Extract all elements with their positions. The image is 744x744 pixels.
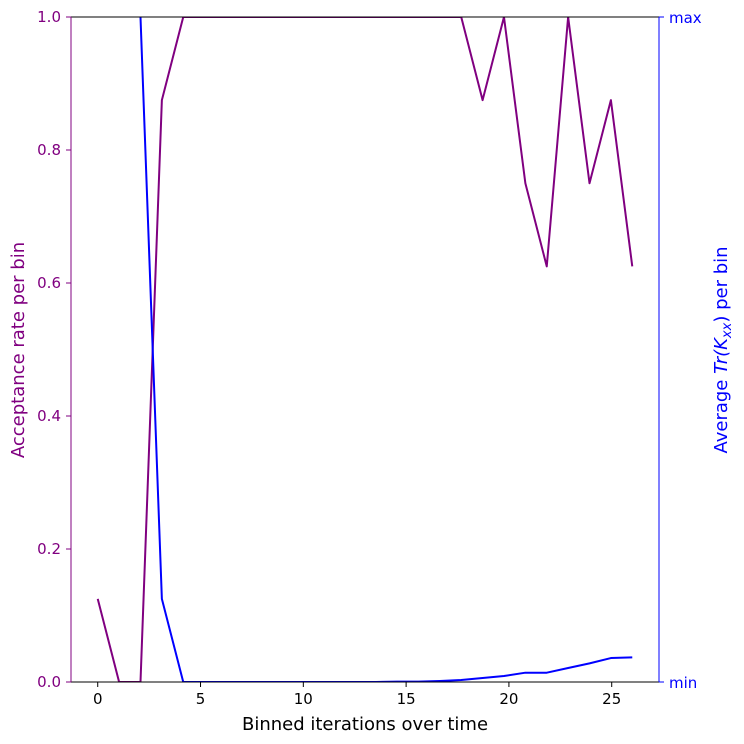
- right-tick-label-min: min: [669, 674, 697, 692]
- left-y-axis-ticks: 0.0 0.2 0.4 0.6 0.8 1.0: [37, 8, 71, 691]
- acceptance-rate-line: [96, 17, 634, 682]
- right-y-axis-label: Average Tr(Kxx) per bin: [711, 246, 735, 453]
- left-y-tick-label: 0.6: [37, 274, 61, 292]
- x-tick-label: 15: [397, 690, 416, 708]
- right-y-axis-label-subscript: xx: [720, 322, 735, 339]
- right-y-axis-ticks: max min: [659, 9, 702, 692]
- left-y-axis-label: Acceptance rate per bin: [8, 242, 29, 458]
- x-tick-label: 0: [93, 690, 103, 708]
- x-tick-label: 10: [294, 690, 313, 708]
- right-y-axis-label-suffix: ) per bin: [711, 246, 732, 322]
- left-y-tick-label: 0.2: [37, 540, 61, 558]
- x-tick-label: 5: [196, 690, 206, 708]
- axes-layer: [70, 16, 660, 683]
- x-tick-label: 20: [499, 690, 518, 708]
- x-tick-label: 25: [602, 690, 621, 708]
- left-y-tick-label: 0.4: [37, 407, 61, 425]
- right-y-axis-label-prefix: Average: [711, 374, 732, 454]
- left-y-tick-label: 1.0: [37, 8, 61, 26]
- right-tick-label-max: max: [669, 9, 702, 27]
- x-axis-label: Binned iterations over time: [242, 714, 488, 735]
- left-y-tick-label: 0.8: [37, 141, 61, 159]
- x-axis-ticks: 0 5 10 15 20 25: [93, 682, 621, 708]
- trace-kxx-line: [139, 17, 633, 682]
- left-y-tick-label: 0.0: [37, 673, 61, 691]
- right-y-axis-label-math: Tr(K: [711, 337, 732, 374]
- series-layer: [96, 17, 634, 682]
